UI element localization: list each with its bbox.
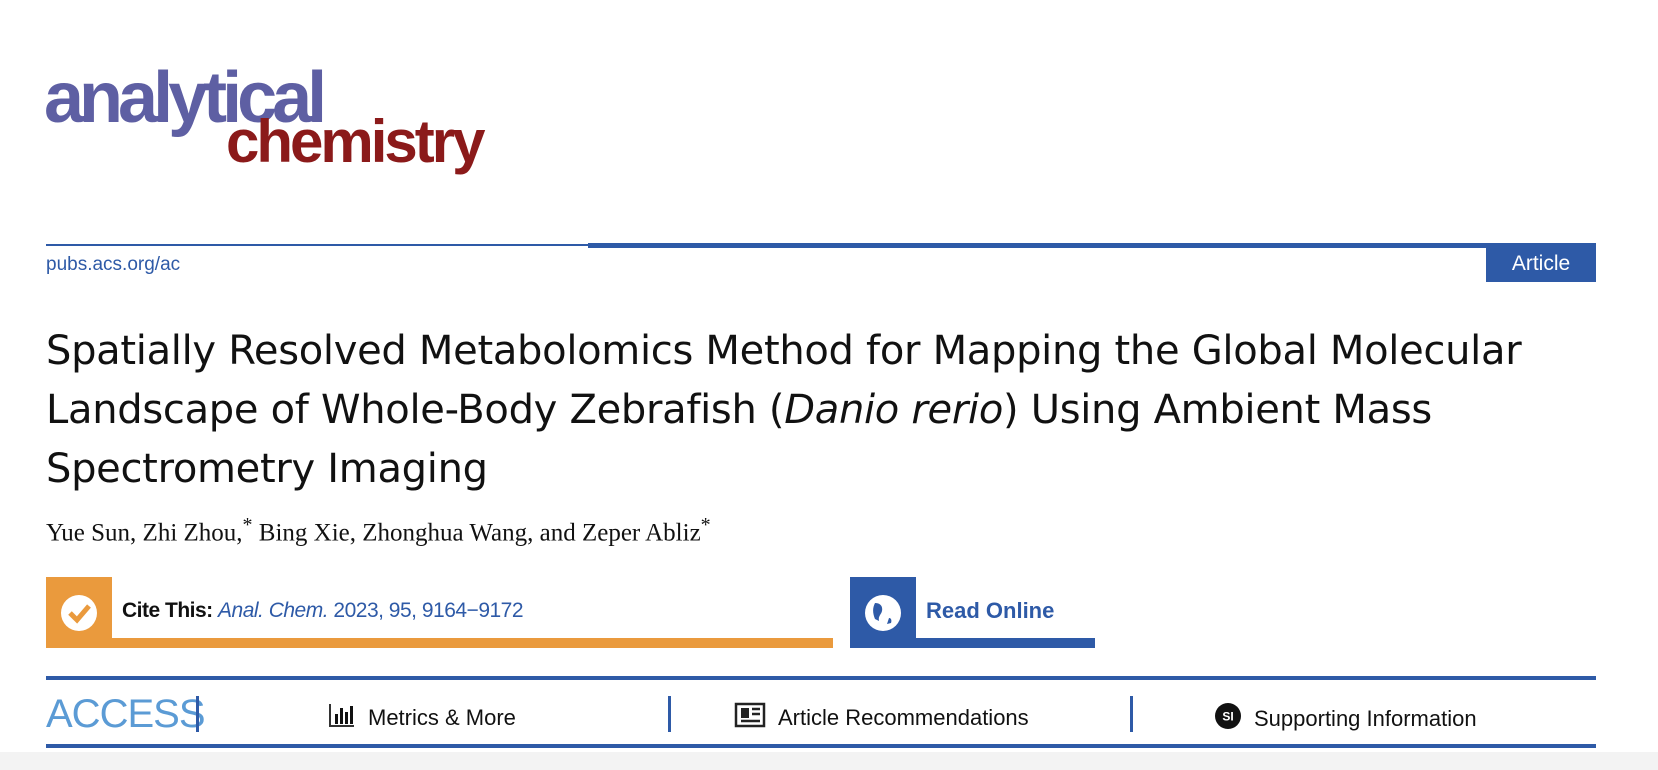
page-background-strip: [0, 752, 1658, 770]
separator: [1130, 696, 1133, 732]
separator: [668, 696, 671, 732]
checkmark-icon: [46, 577, 112, 648]
author[interactable]: Yue Sun,: [46, 519, 137, 547]
tab-metrics-more[interactable]: Metrics & More: [328, 702, 516, 734]
separator: [196, 696, 199, 732]
read-online-button[interactable]: Read Online: [850, 577, 1095, 648]
read-online-label: Read Online: [926, 598, 1055, 623]
newspaper-icon: [734, 702, 766, 734]
bar-chart-icon: [328, 702, 356, 734]
tab-label: Article Recommendations: [778, 705, 1029, 730]
title-text-end: ) Using Ambient Mass Spectrometry Imagin…: [46, 387, 1432, 492]
header-divider-thin: [46, 244, 591, 246]
cite-reference: 2023, 95, 9164−9172: [333, 599, 524, 622]
author[interactable]: Bing Xie, Zhonghua Wang, and Zeper Abliz: [252, 519, 701, 547]
svg-text:SI: SI: [1222, 710, 1233, 724]
article-title: Spatially Resolved Metabolomics Method f…: [46, 322, 1586, 499]
cite-label: Cite This:: [122, 599, 213, 622]
title-species: Danio rerio: [784, 387, 1003, 433]
header-divider: [588, 243, 1596, 248]
cite-journal: Anal. Chem.: [218, 599, 329, 622]
access-label: ACCESS: [46, 692, 205, 736]
tab-label: Supporting Information: [1254, 706, 1477, 731]
corresponding-mark: *: [242, 514, 253, 536]
journal-url-link[interactable]: pubs.acs.org/ac: [46, 254, 181, 275]
si-icon: SI: [1214, 702, 1242, 736]
cite-this-button[interactable]: Cite This: Anal. Chem. 2023, 95, 9164−91…: [46, 577, 833, 648]
title-text: Spatially Resolved Metabolomics Method f…: [46, 328, 1522, 433]
article-type-badge: Article: [1486, 246, 1596, 282]
journal-logo-chemistry: chemistry: [226, 108, 485, 175]
globe-icon: [850, 577, 916, 648]
author[interactable]: Zhi Zhou,: [136, 519, 243, 547]
author-list: Yue Sun, Zhi Zhou,* Bing Xie, Zhonghua W…: [46, 514, 711, 547]
tab-supporting-information[interactable]: SI Supporting Information: [1214, 702, 1477, 736]
tab-article-recommendations[interactable]: Article Recommendations: [734, 702, 1029, 734]
corresponding-mark: *: [700, 514, 711, 536]
journal-logo-analytical: analytical: [44, 58, 327, 138]
access-divider-bottom: [46, 744, 1596, 748]
tab-label: Metrics & More: [368, 705, 516, 730]
access-divider-top: [46, 676, 1596, 680]
